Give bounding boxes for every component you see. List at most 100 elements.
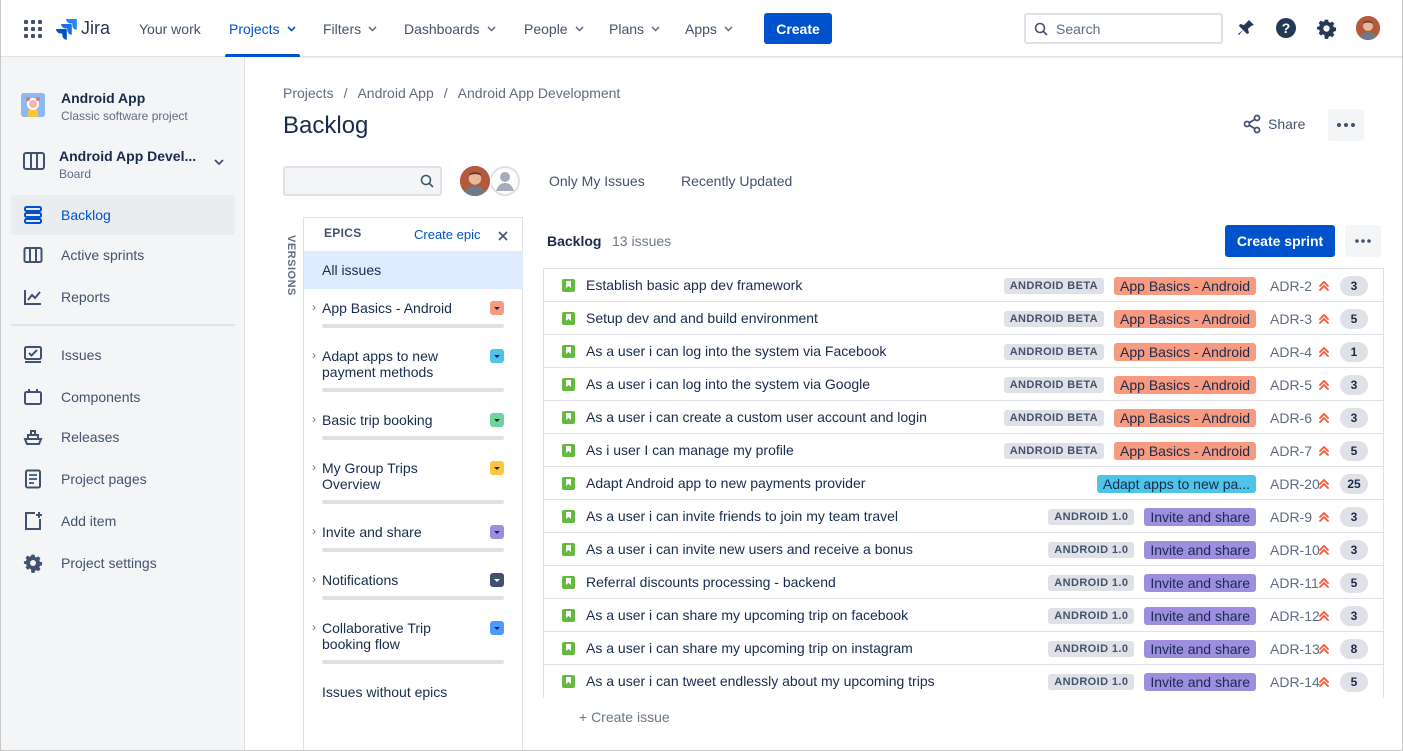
epic-lozenge[interactable]: Invite and share — [1144, 672, 1256, 691]
issue-key[interactable]: ADR-7 — [1270, 442, 1313, 459]
issue-row[interactable]: As a user i can invite new users and rec… — [544, 533, 1383, 566]
issue-key[interactable]: ADR-3 — [1270, 310, 1313, 327]
chevron-right-icon[interactable]: › — [312, 412, 316, 426]
settings-icon[interactable] — [1315, 17, 1337, 39]
epic-dropdown-icon[interactable] — [490, 525, 504, 539]
issue-key[interactable]: ADR-12 — [1270, 607, 1320, 624]
unassigned-avatar-filter[interactable] — [488, 164, 522, 198]
versions-tab[interactable]: VERSIONS — [285, 235, 297, 296]
chevron-right-icon[interactable]: › — [312, 572, 316, 586]
create-issue-button[interactable]: + Create issue — [579, 709, 670, 725]
backlog-more-button[interactable] — [1345, 225, 1381, 257]
epic-dropdown-icon[interactable] — [490, 573, 504, 587]
issue-summary[interactable]: As a user i can log into the system via … — [586, 343, 887, 359]
issue-summary[interactable]: Setup dev and and build environment — [586, 310, 818, 326]
epic-lozenge[interactable]: Invite and share — [1144, 573, 1256, 592]
nav-projects[interactable]: Projects — [225, 0, 300, 57]
issue-row[interactable]: As a user i can log into the system via … — [544, 335, 1383, 368]
epic-lozenge[interactable]: Invite and share — [1144, 507, 1256, 526]
issue-key[interactable]: ADR-9 — [1270, 508, 1313, 525]
breadcrumb-projects[interactable]: Projects — [283, 85, 334, 101]
issue-summary[interactable]: Referral discounts processing - backend — [586, 574, 836, 590]
issue-row[interactable]: Establish basic app dev framework ANDROID… — [544, 269, 1383, 302]
chevron-right-icon[interactable]: › — [312, 620, 316, 634]
help-icon[interactable]: ? — [1275, 17, 1297, 39]
issue-key[interactable]: ADR-10 — [1270, 541, 1320, 558]
issue-summary[interactable]: As a user i can share my upcoming trip o… — [586, 607, 909, 623]
only-my-issues-filter[interactable]: Only My Issues — [549, 173, 645, 189]
issue-summary[interactable]: As a user i can invite friends to join m… — [586, 508, 899, 524]
user-avatar-filter[interactable] — [458, 164, 492, 198]
share-button[interactable]: Share — [1242, 114, 1305, 134]
nav-plans[interactable]: Plans — [609, 0, 660, 57]
sidebar-item-add-item[interactable]: Add item — [11, 501, 235, 541]
recently-updated-filter[interactable]: Recently Updated — [681, 173, 793, 189]
issue-summary[interactable]: As i user I can manage my profile — [586, 442, 794, 458]
issue-summary[interactable]: As a user i can create a custom user acc… — [586, 409, 927, 425]
nav-filters[interactable]: Filters — [323, 0, 377, 57]
chevron-right-icon[interactable]: › — [312, 348, 316, 362]
issue-key[interactable]: ADR-2 — [1270, 277, 1313, 294]
chevron-right-icon[interactable]: › — [312, 524, 316, 538]
sidebar-item-project-pages[interactable]: Project pages — [11, 459, 235, 499]
issues-without-epics[interactable]: Issues without epics — [322, 684, 448, 700]
issue-key[interactable]: ADR-13 — [1270, 640, 1320, 657]
issue-row[interactable]: As i user I can manage my profile ANDROID… — [544, 434, 1383, 467]
issue-row[interactable]: As a user i can log into the system via … — [544, 368, 1383, 401]
sidebar-item-backlog[interactable]: Backlog — [11, 195, 235, 235]
epic-dropdown-icon[interactable] — [490, 301, 504, 315]
nav-your-work[interactable]: Your work — [139, 0, 201, 57]
epic-lozenge[interactable]: App Basics - Android — [1114, 375, 1256, 394]
issue-row[interactable]: As a user i can invite friends to join m… — [544, 500, 1383, 533]
nav-dashboards[interactable]: Dashboards — [404, 0, 496, 57]
epic-lozenge[interactable]: App Basics - Android — [1114, 441, 1256, 460]
sidebar-item-issues[interactable]: Issues — [11, 335, 235, 375]
chevron-right-icon[interactable]: › — [312, 460, 316, 474]
sidebar-item-project-settings[interactable]: Project settings — [11, 543, 235, 583]
jira-logo[interactable]: Jira — [55, 0, 110, 57]
issue-key[interactable]: ADR-5 — [1270, 376, 1313, 393]
page-more-button[interactable] — [1328, 109, 1364, 141]
epic-dropdown-icon[interactable] — [490, 349, 504, 363]
issue-row[interactable]: Setup dev and and build environment ANDRO… — [544, 302, 1383, 335]
issue-row[interactable]: Adapt Android app to new payments provid… — [544, 467, 1383, 500]
issue-summary[interactable]: As a user i can share my upcoming trip o… — [586, 640, 913, 656]
issue-row[interactable]: As a user i can tweet endlessly about my… — [544, 665, 1383, 698]
breadcrumb-project[interactable]: Android App — [357, 85, 434, 101]
search-input[interactable]: Search — [1024, 13, 1223, 44]
sidebar-item-releases[interactable]: Releases — [11, 417, 235, 457]
app-switcher-icon[interactable] — [24, 0, 42, 57]
create-button[interactable]: Create — [764, 13, 832, 44]
issue-row[interactable]: Referral discounts processing - backend A… — [544, 566, 1383, 599]
backlog-search-input[interactable] — [283, 166, 442, 196]
epic-lozenge[interactable]: Invite and share — [1144, 639, 1256, 658]
epic-lozenge[interactable]: App Basics - Android — [1114, 309, 1256, 328]
issue-key[interactable]: ADR-20 — [1270, 475, 1320, 492]
sidebar-item-components[interactable]: Components — [11, 377, 235, 417]
chevron-right-icon[interactable]: › — [312, 300, 316, 314]
issue-key[interactable]: ADR-11 — [1270, 574, 1319, 591]
issue-key[interactable]: ADR-4 — [1270, 343, 1313, 360]
close-icon[interactable] — [498, 228, 508, 244]
issue-key[interactable]: ADR-6 — [1270, 409, 1313, 426]
create-sprint-button[interactable]: Create sprint — [1225, 225, 1335, 257]
all-issues-item[interactable]: All issues — [304, 251, 523, 289]
epic-lozenge[interactable]: App Basics - Android — [1114, 342, 1256, 361]
project-name[interactable]: Android App — [61, 90, 146, 106]
epic-lozenge[interactable]: Invite and share — [1144, 606, 1256, 625]
issue-summary[interactable]: As a user i can tweet endlessly about my… — [586, 673, 935, 689]
notifications-icon[interactable] — [1235, 17, 1257, 39]
issue-summary[interactable]: Establish basic app dev framework — [586, 277, 803, 293]
epic-dropdown-icon[interactable] — [490, 461, 504, 475]
issue-summary[interactable]: As a user i can invite new users and rec… — [586, 541, 913, 557]
nav-people[interactable]: People — [524, 0, 584, 57]
epic-dropdown-icon[interactable] — [490, 413, 504, 427]
sidebar-item-reports[interactable]: Reports — [11, 277, 235, 317]
issue-row[interactable]: As a user i can share my upcoming trip o… — [544, 599, 1383, 632]
issue-summary[interactable]: Adapt Android app to new payments provid… — [586, 475, 866, 491]
issue-row[interactable]: As a user i can share my upcoming trip o… — [544, 632, 1383, 665]
create-epic-link[interactable]: Create epic — [414, 227, 481, 242]
epic-dropdown-icon[interactable] — [490, 621, 504, 635]
epic-lozenge[interactable]: App Basics - Android — [1114, 408, 1256, 427]
issue-key[interactable]: ADR-14 — [1270, 673, 1320, 690]
